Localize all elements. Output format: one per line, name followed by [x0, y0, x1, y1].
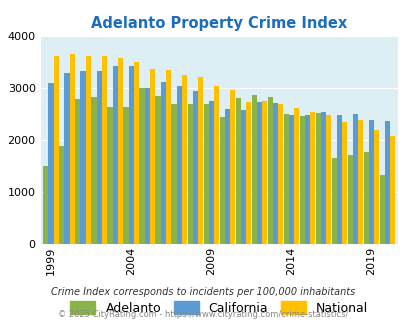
- Bar: [235, 98, 240, 244]
- Text: © 2025 CityRating.com - https://www.cityrating.com/crime-statistics/: © 2025 CityRating.com - https://www.city…: [58, 310, 347, 319]
- Bar: [53, 56, 59, 244]
- Bar: [219, 117, 224, 244]
- Bar: [304, 115, 309, 244]
- Bar: [240, 110, 245, 244]
- Bar: [352, 114, 357, 244]
- Bar: [379, 175, 384, 244]
- Bar: [245, 102, 250, 244]
- Bar: [229, 90, 234, 244]
- Bar: [165, 70, 171, 244]
- Bar: [277, 104, 282, 244]
- Bar: [309, 112, 314, 244]
- Bar: [251, 95, 256, 244]
- Bar: [192, 91, 197, 244]
- Bar: [384, 121, 389, 244]
- Bar: [267, 97, 272, 244]
- Bar: [133, 62, 139, 244]
- Bar: [373, 130, 378, 244]
- Bar: [59, 147, 64, 244]
- Bar: [363, 152, 368, 244]
- Bar: [176, 86, 181, 244]
- Bar: [299, 116, 304, 244]
- Bar: [389, 136, 394, 244]
- Bar: [325, 115, 330, 244]
- Bar: [64, 73, 69, 244]
- Bar: [112, 66, 117, 244]
- Bar: [347, 155, 352, 244]
- Bar: [336, 115, 341, 244]
- Bar: [293, 108, 298, 244]
- Legend: Adelanto, California, National: Adelanto, California, National: [65, 296, 372, 320]
- Bar: [208, 101, 213, 244]
- Bar: [357, 120, 362, 244]
- Bar: [187, 104, 192, 244]
- Bar: [117, 58, 122, 244]
- Bar: [43, 166, 48, 244]
- Bar: [128, 66, 133, 244]
- Bar: [85, 56, 91, 244]
- Text: Crime Index corresponds to incidents per 100,000 inhabitants: Crime Index corresponds to incidents per…: [51, 287, 354, 297]
- Title: Adelanto Property Crime Index: Adelanto Property Crime Index: [91, 16, 347, 31]
- Bar: [171, 104, 176, 244]
- Bar: [96, 71, 101, 244]
- Bar: [75, 99, 80, 244]
- Bar: [288, 115, 293, 244]
- Bar: [203, 104, 208, 244]
- Bar: [91, 97, 96, 244]
- Bar: [123, 107, 128, 244]
- Bar: [368, 120, 373, 244]
- Bar: [256, 102, 261, 244]
- Bar: [272, 103, 277, 244]
- Bar: [181, 75, 186, 244]
- Bar: [315, 113, 320, 244]
- Bar: [331, 158, 336, 244]
- Bar: [261, 101, 266, 244]
- Bar: [48, 83, 53, 244]
- Bar: [213, 86, 218, 244]
- Bar: [341, 121, 346, 244]
- Bar: [320, 112, 325, 244]
- Bar: [107, 107, 112, 244]
- Bar: [101, 56, 107, 244]
- Bar: [160, 82, 165, 244]
- Bar: [283, 114, 288, 244]
- Bar: [69, 54, 75, 244]
- Bar: [149, 69, 154, 244]
- Bar: [197, 77, 202, 244]
- Bar: [155, 96, 160, 244]
- Bar: [224, 109, 229, 244]
- Bar: [80, 71, 85, 244]
- Bar: [144, 88, 149, 244]
- Bar: [139, 88, 144, 244]
